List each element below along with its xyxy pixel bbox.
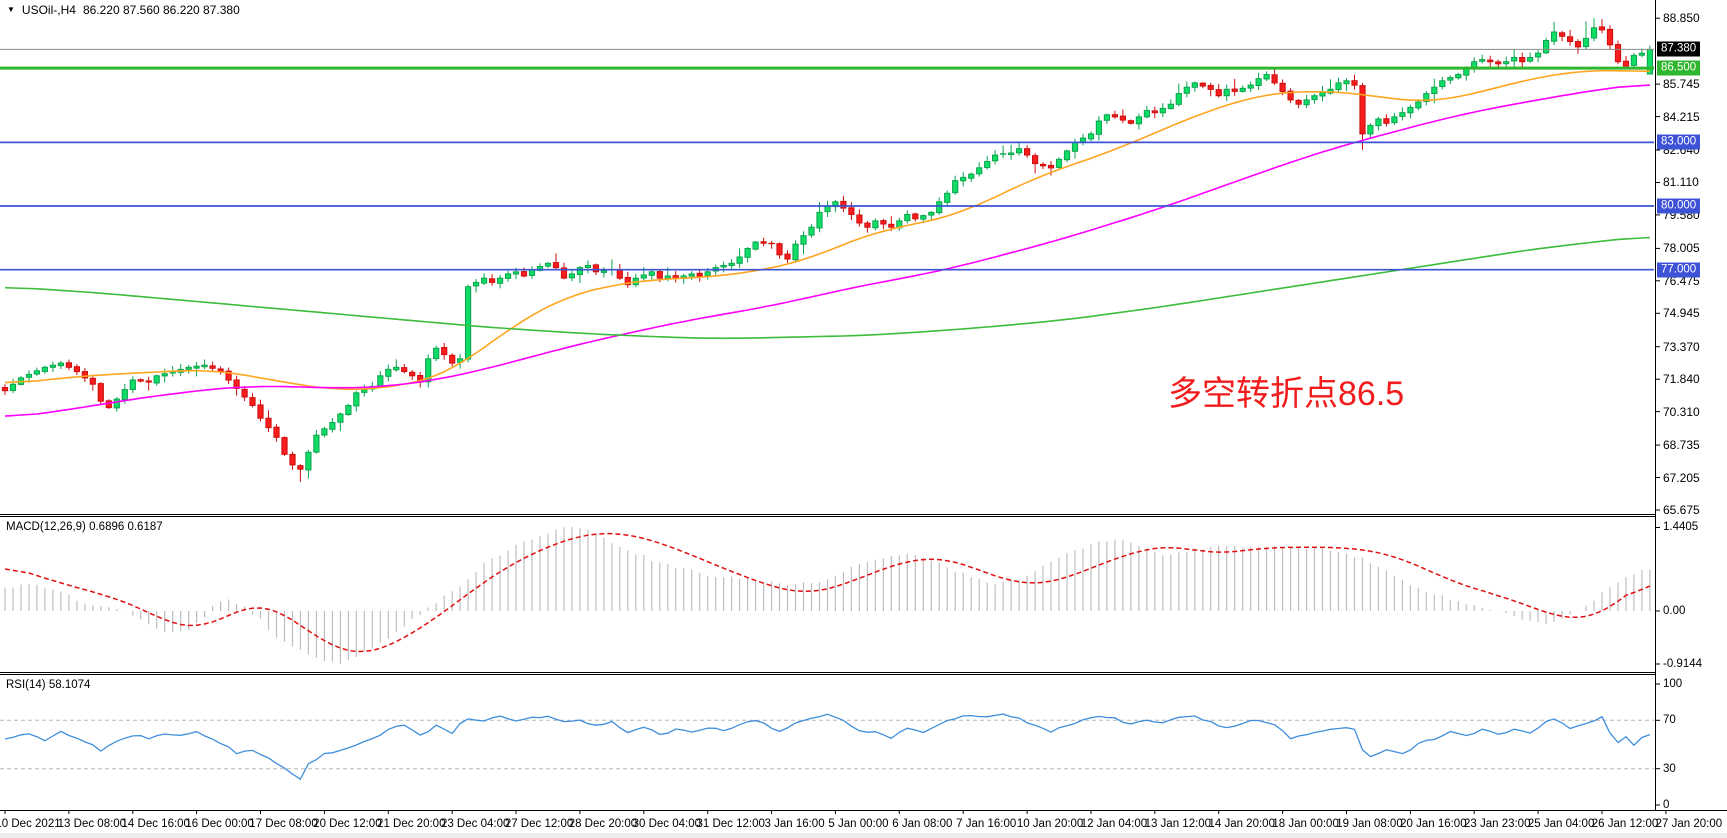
price-tick-label: 76.475 xyxy=(1663,273,1700,288)
time-tick-label: 6 Jan 08:00 xyxy=(892,818,953,830)
price-tick-label: 85.745 xyxy=(1663,77,1700,92)
price-tick-label: 65.675 xyxy=(1663,503,1700,517)
green-level-badge: 86.500 xyxy=(1657,60,1701,76)
blue-level-badge-77: 77.000 xyxy=(1657,262,1701,278)
time-tick-label: 25 Jan 04:00 xyxy=(1527,818,1595,830)
time-tick-label: 26 Jan 12:00 xyxy=(1591,818,1659,830)
collapse-triangle-icon[interactable]: ▼ xyxy=(7,5,15,14)
ohlc-readout: 86.220 87.560 86.220 87.380 xyxy=(82,3,240,17)
price-tick-label: 84.215 xyxy=(1663,109,1700,124)
time-tick-label: 19 Jan 08:00 xyxy=(1336,818,1403,830)
rsi-axis-label: 100 xyxy=(1663,678,1683,690)
chart-title-row: ▼ USOil-,H4 86.220 87.560 86.220 87.380 xyxy=(7,3,240,17)
time-tick-label: 16 Dec 00:00 xyxy=(185,818,254,830)
macd-values: 0.6896 0.6187 xyxy=(89,521,163,533)
blue-level-badge-83: 83.000 xyxy=(1657,134,1701,150)
time-tick-label: 10 Dec 2021 xyxy=(0,818,61,830)
rsi-axis-label: 70 xyxy=(1663,714,1676,727)
time-tick-label: 5 Jan 00:00 xyxy=(828,818,889,830)
ma-slow-green xyxy=(4,236,1650,340)
macd-indicator-label: MACD(12,26,9) 0.6896 0.6187 xyxy=(6,521,163,533)
time-tick-label: 20 Dec 12:00 xyxy=(313,818,382,830)
time-tick-label: 12 Jan 04:00 xyxy=(1080,818,1148,830)
current-price-badge: 87.380 xyxy=(1657,41,1701,57)
time-tick-label: 23 Dec 04:00 xyxy=(440,818,510,830)
time-tick-label: 20 Jan 16:00 xyxy=(1400,818,1467,830)
time-tick-label: 13 Jan 12:00 xyxy=(1144,818,1212,830)
time-tick-label: 31 Dec 12:00 xyxy=(696,818,765,830)
price-tick-label: 73.370 xyxy=(1663,339,1700,354)
macd-axis-label: 0.00 xyxy=(1663,605,1686,617)
time-tick-label: 13 Dec 08:00 xyxy=(57,818,127,830)
rsi-axis-label: 0 xyxy=(1663,799,1670,811)
time-tick-label: 3 Jan 16:00 xyxy=(764,818,825,830)
symbol-timeframe-label: USOil-,H4 xyxy=(21,3,76,17)
macd-axis-label: 1.4405 xyxy=(1663,521,1699,534)
rsi-axis-label: 30 xyxy=(1663,762,1676,775)
chart-canvas[interactable] xyxy=(0,0,1727,816)
time-tick-label: 10 Jan 20:00 xyxy=(1016,818,1084,830)
time-tick-label: 17 Dec 08:00 xyxy=(249,818,318,830)
panel-borders xyxy=(0,0,1727,814)
macd-histogram xyxy=(4,526,1651,664)
time-tick-label: 21 Dec 20:00 xyxy=(377,818,446,830)
price-axis[interactable]: 88.850 85.745 84.215 82.640 81.110 79.580 78.0… xyxy=(1656,0,1727,811)
macd-name: MACD(12,26,9) xyxy=(6,521,86,533)
time-tick-label: 28 Dec 20:00 xyxy=(568,818,638,830)
time-tick-label: 27 Dec 12:00 xyxy=(504,818,574,830)
ma-mid-magenta xyxy=(4,84,1650,417)
time-axis[interactable]: 10 Dec 2021 13 Dec 08:00 14 Dec 16:00 16 De… xyxy=(0,815,1727,838)
rsi-line xyxy=(4,713,1651,781)
chart-text-annotation[interactable]: 多空转折点86.5 xyxy=(1168,375,1405,413)
rsi-value: 58.1074 xyxy=(48,679,91,691)
time-tick-label: 14 Jan 20:00 xyxy=(1208,818,1275,830)
price-tick-label: 74.945 xyxy=(1663,306,1700,321)
price-tick-label: 70.310 xyxy=(1663,404,1700,419)
macd-signal-line xyxy=(4,532,1651,653)
price-tick-label: 78.005 xyxy=(1663,241,1700,256)
price-tick-label: 67.205 xyxy=(1663,470,1700,485)
candlesticks xyxy=(1,18,1654,482)
rsi-indicator-label: RSI(14) 58.1074 xyxy=(6,679,90,691)
blue-level-badge-80: 80.000 xyxy=(1657,198,1701,214)
time-tick-label: 23 Jan 23:00 xyxy=(1463,818,1531,830)
time-tick-label: 30 Dec 04:00 xyxy=(632,818,702,830)
time-tick-label: 27 Jan 20:00 xyxy=(1655,818,1723,830)
price-tick-label: 81.110 xyxy=(1663,175,1699,190)
ma-fast-orange xyxy=(4,69,1650,391)
time-tick-label: 18 Jan 00:00 xyxy=(1272,818,1339,830)
price-tick-label: 68.735 xyxy=(1663,438,1700,453)
rsi-name: RSI(14) xyxy=(6,679,46,691)
macd-axis-label: -0.9144 xyxy=(1663,658,1703,671)
price-tick-label: 88.850 xyxy=(1663,11,1700,26)
window-bottom-strip xyxy=(0,833,1727,838)
time-tick-label: 7 Jan 16:00 xyxy=(956,818,1017,830)
time-tick-label: 14 Dec 16:00 xyxy=(121,818,190,830)
price-tick-label: 71.840 xyxy=(1663,372,1700,387)
